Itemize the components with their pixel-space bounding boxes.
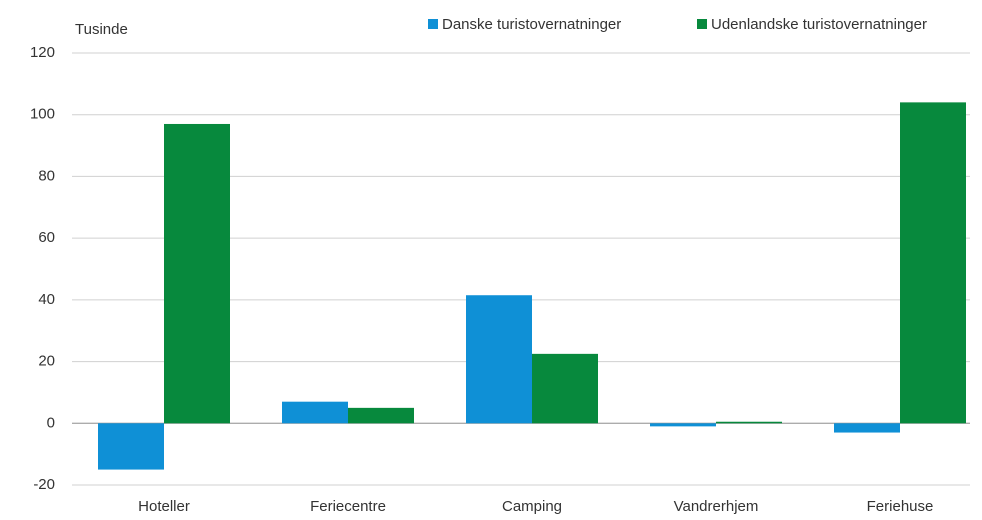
bar xyxy=(650,423,716,427)
x-tick-label: Vandrerhjem xyxy=(674,498,759,515)
bar xyxy=(532,353,598,424)
bar xyxy=(164,123,230,424)
legend-swatch xyxy=(697,19,707,29)
x-tick-label: Camping xyxy=(502,498,562,515)
x-tick-label: Feriehuse xyxy=(867,498,934,515)
y-tick-label: 100 xyxy=(30,106,55,123)
x-tick-label: Hoteller xyxy=(138,498,190,515)
bar xyxy=(834,423,900,433)
y-tick-label: -20 xyxy=(33,476,55,493)
bar xyxy=(348,407,414,424)
legend-label: Udenlandske turistovernatninger xyxy=(711,16,927,33)
y-tick-label: 0 xyxy=(47,414,55,431)
bar xyxy=(466,295,532,424)
y-tick-label: 20 xyxy=(38,353,55,370)
y-tick-label: 80 xyxy=(38,167,55,184)
legend-label: Danske turistovernatninger xyxy=(442,16,621,33)
y-tick-label: 40 xyxy=(38,291,55,308)
bar xyxy=(98,423,164,470)
y-tick-label: 120 xyxy=(30,44,55,61)
legend-swatch xyxy=(428,19,438,29)
bar xyxy=(282,401,348,424)
bar xyxy=(900,102,966,424)
bar xyxy=(716,421,782,424)
x-tick-label: Feriecentre xyxy=(310,498,386,515)
y-tick-label: 60 xyxy=(38,229,55,246)
y-axis-label: Tusinde xyxy=(75,21,128,38)
